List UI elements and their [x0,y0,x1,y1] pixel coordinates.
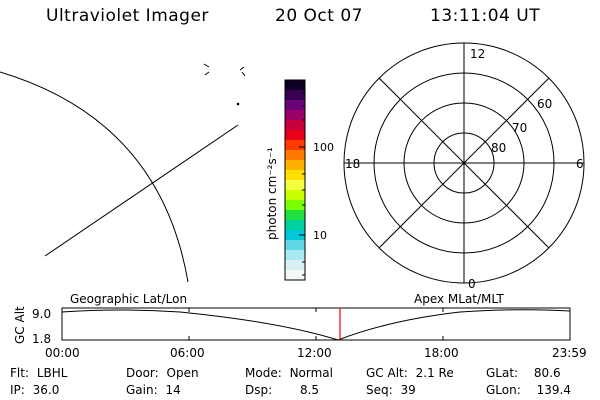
colorbar-segment [285,120,305,131]
colorbar-segment [285,130,305,141]
info-value: Normal [289,366,333,380]
colorbar-segment [285,210,305,221]
time-tick-label: 18:00 [424,346,459,360]
mlt-label-6: 6 [576,157,584,171]
polar-grid [343,42,585,284]
info-value: Open [166,366,199,380]
marker-dot [236,102,240,106]
info-label: Seq: [366,383,393,397]
marker-tick-1 [203,63,210,68]
info-flt: Flt: LBHL [10,366,67,380]
info-label: Flt: [10,366,29,380]
colorbar-segment [285,140,305,151]
info-dsp: Dsp: 8.5 [245,383,319,397]
info-label: Mode: [245,366,282,380]
colorbar-segment [285,270,305,281]
info-ip: IP: 36.0 [10,383,59,397]
info-seq: Seq: 39 [366,383,416,397]
imager-title: Ultraviolet Imager [46,6,209,26]
colorbar-segment [285,170,305,181]
orbit-altitude-curve [61,309,571,341]
info-value: 36.0 [32,383,60,397]
info-value: 139.4 [536,383,571,397]
timeline-right-title: Apex MLat/MLT [414,292,504,306]
info-label: IP: [10,383,25,397]
time-tick-label: 12:00 [297,346,332,360]
time-tick-label: 23:59 [552,346,587,360]
info-value: LBHL [36,366,68,380]
timeline-y-title: GC Alt [13,306,27,344]
info-value: 39 [400,383,416,397]
info-value: 14 [165,383,181,397]
colorbar-segment [285,150,305,161]
terminator-line [44,124,239,257]
info-label: Dsp: [245,383,273,397]
colorbar-frame [284,79,306,281]
colorbar-segment [285,180,305,191]
marker-tick-3 [239,66,245,71]
timeline-ticks [61,308,571,340]
timeline-x-ticks: 00:00 06:00 12:00 18:00 23:59 [45,346,587,360]
info-label: GLon: [486,383,521,397]
image-time: 13:11:04 UT [430,6,541,26]
colorbar-segment [285,110,305,121]
colorbar-segment [285,220,305,231]
mlt-label-18: 18 [345,157,360,171]
mlat-label-70: 70 [512,121,527,135]
colorbar-segment [285,90,305,101]
image-date: 20 Oct 07 [275,6,363,26]
polar-labels: 12 18 6 0 60 70 80 [345,47,584,291]
colorbar: 100 10 photon cm⁻²s⁻¹ [265,79,334,281]
geographic-map [0,63,246,283]
colorbar-segment [285,100,305,111]
info-glat: GLat: 80.6 [486,366,561,380]
timeline-y-tick-1: 1.8 [32,332,51,346]
timeline-frame [61,307,571,341]
colorbar-segment [285,250,305,261]
info-door: Door: Open [126,366,199,380]
info-label: GLat: [486,366,519,380]
mlt-label-12: 12 [470,47,485,61]
info-gc-alt: GC Alt: 2.1 Re [366,366,454,380]
info-value: 8.5 [299,383,320,397]
time-tick-label: 06:00 [170,346,205,360]
info-gain: Gain: 14 [126,383,181,397]
marker-tick-4 [241,71,246,77]
colorbar-segment [285,230,305,241]
mlat-label-60: 60 [537,97,552,111]
timeline-left-title: Geographic Lat/Lon [70,292,187,306]
info-value: 2.1 Re [415,366,454,380]
marker-tick-2 [204,71,210,76]
earth-limb-arc [0,71,189,283]
time-tick-label: 00:00 [45,346,80,360]
colorbar-segment [285,200,305,211]
timeline-y-tick-9: 9.0 [32,307,51,321]
info-mode: Mode: Normal [245,366,333,380]
info-label: GC Alt: [366,366,408,380]
info-glon: GLon: 139.4 [486,383,571,397]
timeline: GC Alt 9.0 1.8 Geographic Lat/Lon Apex M… [13,292,587,360]
colorbar-segment [285,260,305,271]
polar-diagonal-2 [378,77,550,249]
colorbar-label-10: 10 [313,229,327,242]
mlat-label-80: 80 [491,141,506,155]
colorbar-segment [285,80,305,91]
info-label: Door: [126,366,159,380]
info-value: 80.6 [533,366,561,380]
colorbar-segment [285,160,305,171]
info-label: Gain: [126,383,158,397]
colorbar-segment [285,240,305,251]
colorbar-label-100: 100 [313,141,334,154]
mlt-label-0: 0 [468,277,476,291]
colorbar-segment [285,190,305,201]
colorbar-scale [285,80,305,281]
colorbar-unit-label: photon cm⁻²s⁻¹ [265,147,279,240]
colorbar-minor-ticks [302,92,305,276]
